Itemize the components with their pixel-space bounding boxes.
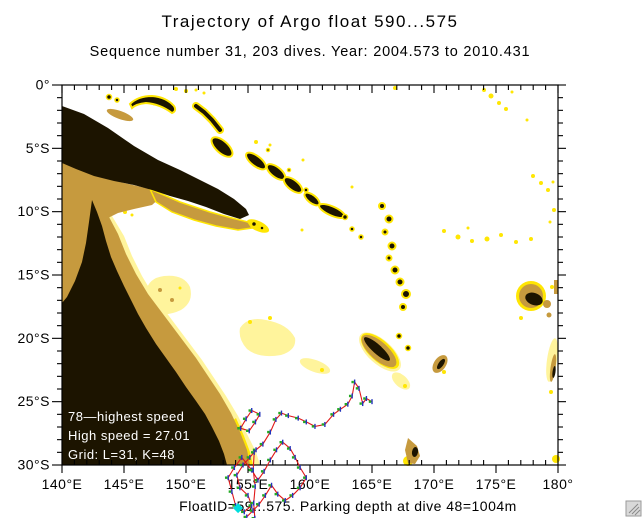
dive-marker-green xyxy=(296,466,300,469)
dive-marker-green xyxy=(232,504,235,507)
dive-marker-green xyxy=(246,456,250,459)
trajectory-path xyxy=(227,380,373,518)
land-layer xyxy=(62,93,556,465)
x-axis-label: 165°E xyxy=(352,476,393,492)
y-axis-label: 20°S xyxy=(17,330,50,346)
dive-marker-green xyxy=(303,476,306,479)
dive-marker-green xyxy=(236,486,240,489)
dive-marker-green xyxy=(272,418,276,421)
dive-marker-green xyxy=(344,403,348,406)
dive-marker-green xyxy=(241,510,244,514)
dive-marker-green xyxy=(251,485,255,488)
x-axis-label: 170°E xyxy=(414,476,455,492)
dive-marker-green xyxy=(351,380,354,384)
x-axis-label: 180° xyxy=(543,476,574,492)
dive-marker-green xyxy=(268,484,271,487)
legend-line-2: High speed = 27.01 xyxy=(68,428,190,443)
dive-marker-green xyxy=(255,503,259,506)
axis-labels: 140°E 145°E 150°E 155°E 160°E 165°E 170°E 175°E… xyxy=(17,77,573,493)
dive-marker-green xyxy=(295,416,298,420)
x-axis-label: 140°E xyxy=(42,476,83,492)
legend-line-3: Grid: L=31, K=48 xyxy=(68,447,175,462)
dive-marker-green xyxy=(249,509,253,512)
dive-marker-green xyxy=(251,451,254,454)
dive-marker-green xyxy=(260,470,264,473)
dive-marker-green xyxy=(233,473,237,477)
dive-marker-green xyxy=(252,448,256,451)
page-title: Trajectory of Argo float 590...575 xyxy=(161,12,458,31)
dive-marker-green xyxy=(286,447,290,450)
y-axis-label: 15°S xyxy=(17,267,50,283)
start-position-marker xyxy=(233,503,244,514)
y-axis-label: 10°S xyxy=(17,203,50,219)
dive-marker-green xyxy=(279,441,282,444)
x-axis-label: 155°E xyxy=(228,476,269,492)
dive-marker-green xyxy=(224,476,228,479)
dive-marker-green xyxy=(363,397,366,400)
dive-marker-green xyxy=(278,411,281,415)
dive-marker-green xyxy=(368,400,372,403)
y-axis-label: 5°S xyxy=(26,140,50,156)
dive-marker-green xyxy=(267,458,270,462)
legend-line-1: 78—highest speed xyxy=(68,409,184,424)
y-axis-label: 30°S xyxy=(17,457,50,473)
dive-marker-green xyxy=(248,409,251,412)
dive-marker-green xyxy=(273,448,276,451)
y-axis-label: 0° xyxy=(36,77,50,93)
y-axis-label: 25°S xyxy=(17,393,50,409)
dive-marker-green xyxy=(321,423,325,426)
x-axis-label: 175°E xyxy=(476,476,517,492)
dive-marker-green xyxy=(248,504,251,507)
dive-marker-green xyxy=(262,494,265,497)
dive-marker-green xyxy=(267,430,270,434)
dive-marker-green xyxy=(282,499,285,502)
x-axis-label: 150°E xyxy=(166,476,207,492)
map-frame xyxy=(61,84,559,466)
dive-marker-green xyxy=(330,413,333,416)
dive-marker-green xyxy=(239,463,243,467)
x-axis-label: 160°E xyxy=(290,476,331,492)
dive-marker-green xyxy=(337,408,340,411)
dive-marker-green xyxy=(291,456,295,459)
x-axis-label: 145°E xyxy=(104,476,145,492)
dive-marker-green xyxy=(274,492,277,496)
dive-marker-green xyxy=(259,442,263,446)
dive-marker-green xyxy=(359,402,362,405)
dive-marker-green xyxy=(285,414,288,417)
dive-marker-green xyxy=(238,456,241,459)
dive-marker-green xyxy=(296,486,300,489)
dive-marker-green xyxy=(242,417,246,420)
dive-marker-green xyxy=(311,425,315,428)
figure-caption: FloatID=59...575. Parking depth at dive … xyxy=(179,498,517,514)
dive-marker-green xyxy=(250,468,253,472)
dive-marker-green xyxy=(243,515,246,518)
dive-marker-green xyxy=(250,501,253,505)
dive-marker-green xyxy=(289,494,292,497)
dive-marker-green xyxy=(355,387,359,390)
dive-marker-green xyxy=(303,420,306,424)
dive-marker-green xyxy=(252,420,255,424)
dive-marker-green xyxy=(246,429,249,432)
dive-marker-green xyxy=(237,427,240,430)
dive-marker-green xyxy=(228,490,232,493)
dive-marker-green xyxy=(254,479,258,482)
page-subtitle: Sequence number 31, 203 dives. Year: 200… xyxy=(90,44,531,60)
dive-marker-green xyxy=(231,466,234,469)
dive-marker-green xyxy=(348,394,352,398)
trajectory-group xyxy=(224,379,373,518)
dive-marker-green xyxy=(244,494,248,497)
resize-grip-icon[interactable] xyxy=(625,500,642,517)
legend: 78—highest speed High speed = 27.01 Grid… xyxy=(68,409,190,462)
dive-marker-green xyxy=(248,468,251,472)
dive-marker-green xyxy=(256,413,259,416)
